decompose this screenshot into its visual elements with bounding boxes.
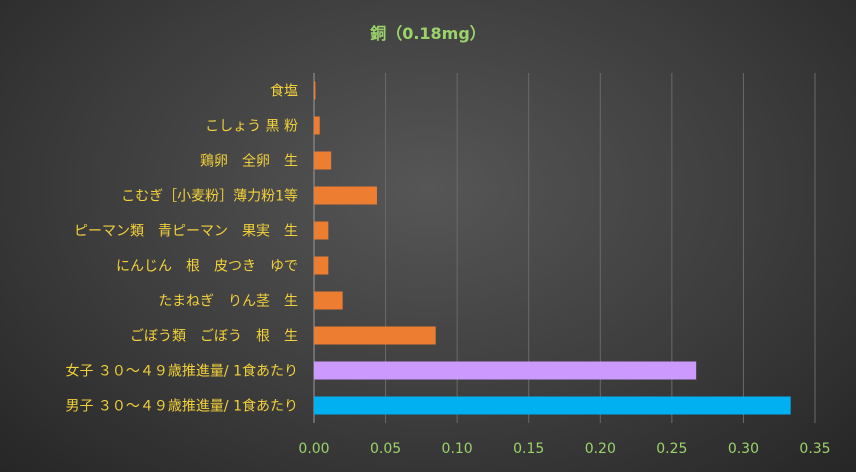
bar	[314, 326, 436, 345]
x-tick-label: 0.00	[298, 441, 329, 457]
bar	[314, 256, 329, 275]
category-label: こむぎ［小麦粉］薄力粉1等	[121, 188, 298, 205]
category-label: 食塩	[270, 83, 298, 100]
category-label: たまねぎ りん茎 生	[158, 294, 298, 310]
category-label: 女子 ３０～４９歳推進量/ 1食あたり	[65, 363, 298, 380]
category-label: 男子 ３０～４９歳推進量/ 1食あたり	[65, 398, 298, 415]
bar	[314, 396, 791, 415]
x-tick-label: 0.20	[585, 441, 616, 457]
bar	[314, 291, 343, 310]
x-tick-label: 0.15	[513, 441, 544, 457]
category-label: ごぼう類 ごぼう 根 生	[130, 329, 298, 345]
x-tick-label: 0.05	[370, 441, 401, 457]
category-label: にんじん 根 皮つき ゆで	[116, 259, 298, 275]
category-label: ピーマン類 青ピーマン 果実 生	[74, 224, 298, 240]
category-label: 鶏卵 全卵 生	[200, 153, 298, 170]
bar	[314, 116, 320, 135]
x-tick-label: 0.25	[656, 441, 687, 457]
bar	[314, 81, 316, 100]
chart-title: 銅（0.18mg）	[370, 24, 486, 43]
bar	[314, 361, 697, 380]
category-label: こしょう 黒 粉	[205, 119, 298, 135]
bar	[314, 151, 332, 170]
x-tick-label: 0.30	[728, 441, 759, 457]
bar	[314, 221, 329, 240]
x-tick-label: 0.35	[799, 441, 830, 457]
x-tick-label: 0.10	[442, 441, 473, 457]
bar	[314, 186, 377, 205]
